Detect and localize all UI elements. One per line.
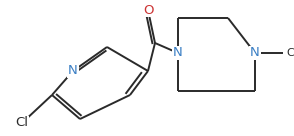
Text: O: O xyxy=(143,4,153,16)
Text: CH₃: CH₃ xyxy=(286,48,294,58)
Text: N: N xyxy=(173,47,183,60)
Text: N: N xyxy=(68,64,78,78)
Text: Cl: Cl xyxy=(16,117,29,129)
Text: N: N xyxy=(250,47,260,60)
